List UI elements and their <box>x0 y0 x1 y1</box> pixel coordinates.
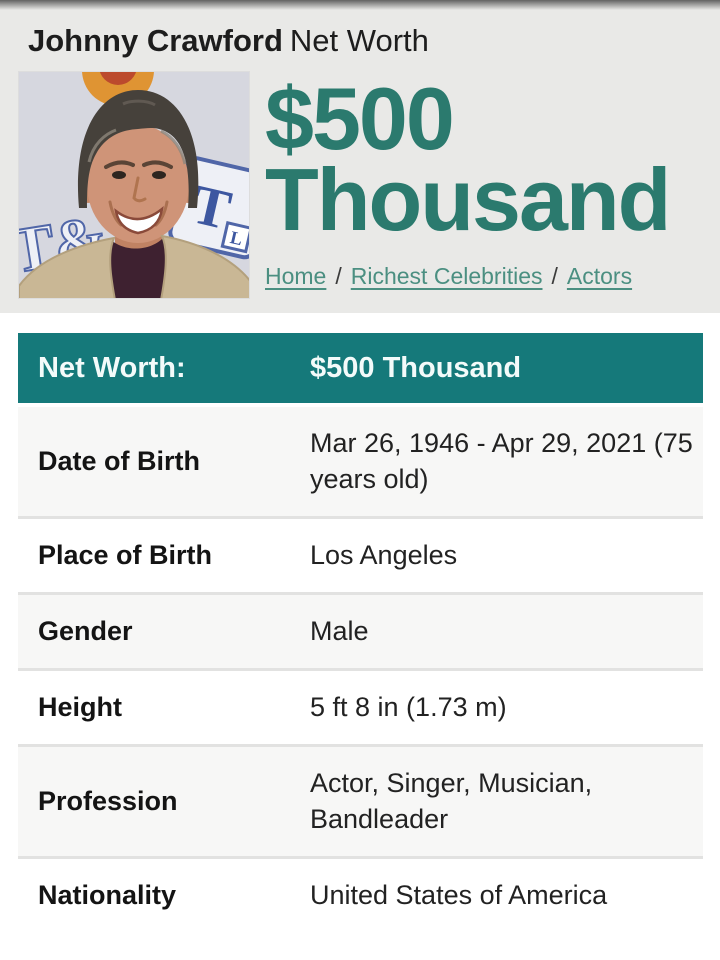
page-title: Johnny Crawford Net Worth <box>0 0 720 58</box>
page-title-name: Johnny Crawford <box>28 23 283 58</box>
row-value: Actor, Singer, Musician, Bandleader <box>310 767 593 835</box>
row-value: Male <box>310 616 369 647</box>
table-row-date-of-birth: Date of Birth Mar 26, 1946 - Apr 29, 202… <box>18 407 703 516</box>
hero-section: Johnny Crawford Net Worth T& T L <box>0 0 720 313</box>
net-worth-amount-line1: $500 <box>265 69 455 169</box>
facts-table-body: Date of Birth Mar 26, 1946 - Apr 29, 202… <box>18 407 703 932</box>
table-row-gender: Gender Male <box>18 591 703 668</box>
row-value: Mar 26, 1946 - Apr 29, 2021 (75 years ol… <box>310 428 693 495</box>
celebrity-photo-illustration: T& T L <box>19 72 249 299</box>
row-label: Gender <box>38 616 133 647</box>
table-row-nationality: Nationality United States of America <box>18 855 703 932</box>
row-value: Los Angeles <box>310 540 458 571</box>
row-label: Height <box>38 692 122 723</box>
row-value: United States of America <box>310 879 608 910</box>
table-row-profession: Profession Actor, Singer, Musician, Band… <box>18 743 703 856</box>
row-value: 5 ft 8 in (1.73 m) <box>310 692 507 723</box>
table-row-place-of-birth: Place of Birth Los Angeles <box>18 515 703 592</box>
celebrity-photo: T& T L <box>18 71 250 300</box>
facts-table: Net Worth: $500 Thousand Date of Birth M… <box>18 333 703 932</box>
net-worth-header-label: Net Worth: <box>38 351 186 384</box>
row-label: Date of Birth <box>38 446 200 477</box>
table-row-height: Height 5 ft 8 in (1.73 m) <box>18 667 703 744</box>
breadcrumb-separator: / <box>551 263 558 289</box>
net-worth-amount-line2: Thousand <box>265 150 671 250</box>
hero-right-column: $500 Thousand Home / Richest Celebrities / A… <box>265 71 720 299</box>
page: Johnny Crawford Net Worth T& T L <box>0 0 720 932</box>
breadcrumb-link-richest-celebrities[interactable]: Richest Celebrities <box>350 263 543 289</box>
breadcrumb-separator: / <box>335 263 342 289</box>
page-title-suffix: Net Worth <box>289 23 429 58</box>
row-label: Nationality <box>38 879 177 910</box>
net-worth-header-value: $500 Thousand <box>310 351 522 384</box>
net-worth-header-row: Net Worth: $500 Thousand <box>18 333 703 403</box>
breadcrumb-link-actors[interactable]: Actors <box>566 263 633 289</box>
net-worth-amount: $500 Thousand <box>265 69 720 250</box>
breadcrumb: Home / Richest Celebrities / Actors <box>265 263 720 291</box>
breadcrumb-link-home[interactable]: Home <box>265 263 327 289</box>
hero-body: T& T L <box>0 71 720 300</box>
row-label: Profession <box>38 786 178 817</box>
row-label: Place of Birth <box>38 540 213 571</box>
svg-text:L: L <box>228 227 244 249</box>
